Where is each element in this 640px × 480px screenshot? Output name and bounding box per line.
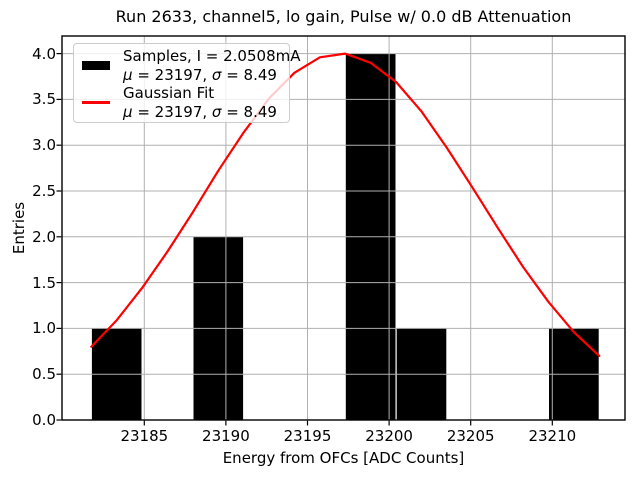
legend-entry-samples: Samples, I = 2.0508mA μ = 23197, σ = 8.4… xyxy=(82,47,300,84)
black-patch-swatch xyxy=(82,61,110,70)
chart-title: Run 2633, channel5, lo gain, Pulse w/ 0.… xyxy=(115,7,572,26)
y-tick-label: 4.0 xyxy=(32,44,56,63)
sigma-value: = 8.49 xyxy=(221,65,277,84)
y-tick-label: 0.5 xyxy=(32,365,56,384)
y-tick-label: 1.0 xyxy=(32,319,56,338)
x-axis-label: Energy from OFCs [ADC Counts] xyxy=(222,449,465,467)
legend-samples-text: Samples, I = 2.0508mA μ = 23197, σ = 8.4… xyxy=(123,47,300,84)
legend: Samples, I = 2.0508mA μ = 23197, σ = 8.4… xyxy=(73,43,300,123)
red-line-swatch xyxy=(82,101,110,104)
sigma-symbol: σ xyxy=(211,102,222,121)
mu-value: = 23197, xyxy=(132,65,212,84)
x-tick-label: 23185 xyxy=(120,427,169,445)
axes-frame xyxy=(61,35,626,421)
x-tick-label: 23195 xyxy=(283,427,332,445)
y-tick-label: 3.0 xyxy=(32,136,56,155)
x-tick-label: 23205 xyxy=(446,427,495,445)
legend-samples-label: Samples, I = 2.0508mA xyxy=(123,47,301,65)
y-tick-label: 3.5 xyxy=(32,90,56,109)
legend-gaussian-text: Gaussian Fit μ = 23197, σ = 8.49 xyxy=(123,84,277,121)
y-tick-label: 2.0 xyxy=(32,227,56,246)
mu-symbol: μ xyxy=(123,65,133,84)
samples-swatch-cell xyxy=(82,61,112,70)
legend-entry-gaussian-fit: Gaussian Fit μ = 23197, σ = 8.49 xyxy=(82,84,281,121)
x-tick-label: 23210 xyxy=(528,427,577,445)
sigma-symbol: σ xyxy=(211,65,222,84)
y-tick-label: 2.5 xyxy=(32,182,56,200)
x-tick-label: 23200 xyxy=(365,427,413,445)
gaussian-fit-line xyxy=(90,52,601,357)
x-tick-label: 23190 xyxy=(202,427,250,445)
mu-value: = 23197, xyxy=(132,102,212,121)
gaussian-swatch-cell xyxy=(82,101,112,104)
y-axis-label: Entries xyxy=(10,201,28,255)
sigma-value: = 8.49 xyxy=(221,102,277,121)
y-tick-label: 1.5 xyxy=(32,273,56,292)
legend-gaussian-label: Gaussian Fit xyxy=(123,84,215,102)
y-tick-label: 0.0 xyxy=(32,411,56,429)
mu-symbol: μ xyxy=(123,102,133,121)
